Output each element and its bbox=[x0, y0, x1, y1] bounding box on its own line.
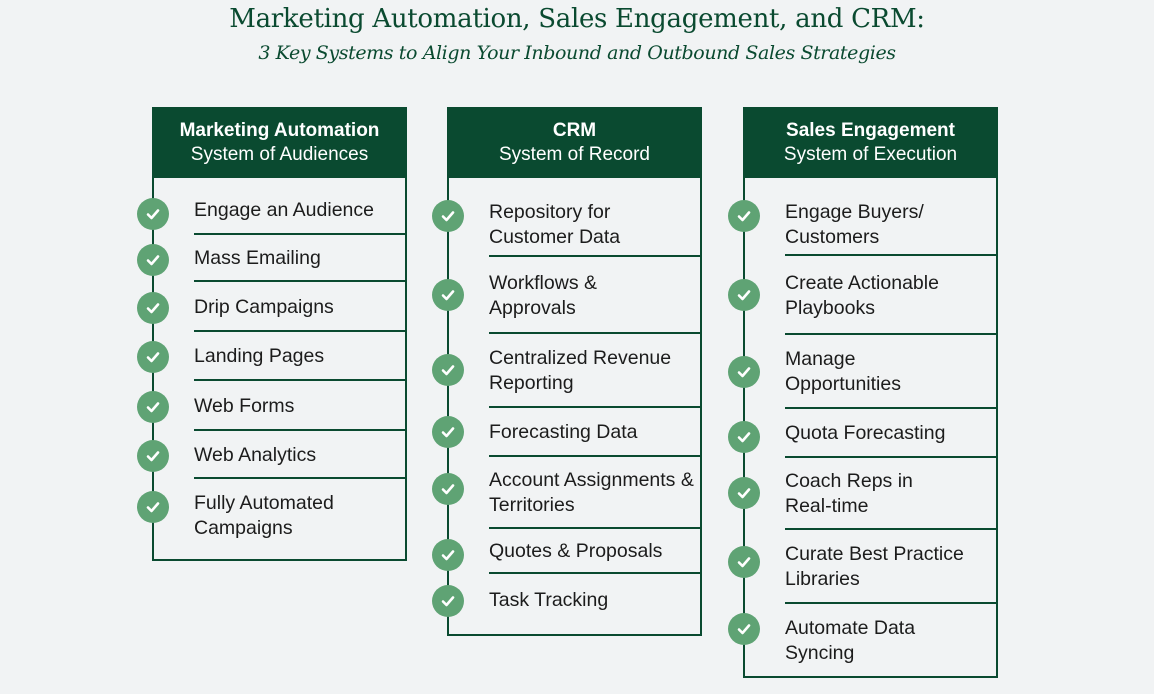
list-item: Manage Opportunities bbox=[728, 335, 996, 409]
divider bbox=[785, 407, 996, 409]
check-circle-icon bbox=[137, 440, 169, 472]
list-item: Quota Forecasting bbox=[728, 409, 996, 458]
check-circle-icon bbox=[728, 200, 760, 232]
check-circle-icon bbox=[432, 279, 464, 311]
page-title: Marketing Automation, Sales Engagement, … bbox=[229, 4, 925, 34]
check-circle-icon bbox=[432, 585, 464, 617]
check-circle-icon bbox=[137, 491, 169, 523]
check-circle-icon bbox=[728, 279, 760, 311]
check-circle-icon bbox=[432, 473, 464, 505]
column-crm: CRM System of Record Repository for Cust… bbox=[432, 107, 702, 636]
list-item: Drip Campaigns bbox=[137, 282, 405, 332]
column-header: Sales Engagement System of Execution bbox=[743, 107, 998, 178]
divider bbox=[194, 379, 405, 381]
list-item: Task Tracking bbox=[432, 574, 700, 632]
check-circle-icon bbox=[728, 356, 760, 388]
column-header: Marketing Automation System of Audiences bbox=[152, 107, 407, 178]
divider bbox=[194, 233, 405, 235]
column-list: Engage Buyers/ Customers Create Actionab… bbox=[728, 178, 998, 678]
list-item: Account Assignments & Territories bbox=[432, 457, 700, 529]
list-item: Engage Buyers/ Customers bbox=[728, 178, 996, 256]
check-circle-icon bbox=[137, 244, 169, 276]
divider bbox=[194, 477, 405, 479]
divider bbox=[194, 330, 405, 332]
divider bbox=[785, 456, 996, 458]
column-subtitle: System of Audiences bbox=[190, 143, 369, 165]
check-circle-icon bbox=[137, 341, 169, 373]
check-circle-icon bbox=[728, 477, 760, 509]
column-subtitle: System of Record bbox=[499, 143, 650, 165]
list-item: Automate Data Syncing bbox=[728, 604, 996, 678]
check-circle-icon bbox=[728, 613, 760, 645]
list-item: Fully Automated Campaigns bbox=[137, 479, 405, 559]
column-title: CRM bbox=[552, 119, 597, 141]
column-list: Engage an Audience Mass Emailing Drip Ca… bbox=[137, 178, 407, 561]
divider bbox=[489, 572, 700, 574]
list-item: Landing Pages bbox=[137, 332, 405, 381]
list-item: Web Forms bbox=[137, 381, 405, 431]
divider bbox=[194, 280, 405, 282]
column-subtitle: System of Execution bbox=[783, 143, 958, 165]
check-circle-icon bbox=[432, 539, 464, 571]
check-circle-icon bbox=[728, 546, 760, 578]
divider bbox=[785, 254, 996, 256]
list-item: Workflows & Approvals bbox=[432, 257, 700, 334]
list-item: Quotes & Proposals bbox=[432, 529, 700, 574]
column-header: CRM System of Record bbox=[447, 107, 702, 178]
list-item: Mass Emailing bbox=[137, 235, 405, 282]
list-item: Coach Reps in Real-time bbox=[728, 458, 996, 530]
divider bbox=[489, 406, 700, 408]
divider bbox=[489, 332, 700, 334]
divider bbox=[489, 255, 700, 257]
check-circle-icon bbox=[137, 391, 169, 423]
divider bbox=[785, 333, 996, 335]
page-subtitle: 3 Key Systems to Align Your Inbound and … bbox=[258, 42, 896, 64]
list-item: Engage an Audience bbox=[137, 178, 405, 235]
check-circle-icon bbox=[432, 416, 464, 448]
divider bbox=[489, 527, 700, 529]
list-item: Web Analytics bbox=[137, 431, 405, 479]
list-item: Forecasting Data bbox=[432, 408, 700, 457]
column-title: Sales Engagement bbox=[786, 119, 955, 141]
divider bbox=[785, 602, 996, 604]
divider bbox=[785, 528, 996, 530]
check-circle-icon bbox=[728, 421, 760, 453]
list-item: Centralized Revenue Reporting bbox=[432, 334, 700, 408]
column-marketing-automation: Marketing Automation System of Audiences… bbox=[137, 107, 407, 561]
list-item: Curate Best Practice Libraries bbox=[728, 530, 996, 604]
check-circle-icon bbox=[432, 200, 464, 232]
divider bbox=[194, 429, 405, 431]
check-circle-icon bbox=[137, 198, 169, 230]
list-item: Repository for Customer Data bbox=[432, 178, 700, 257]
column-title: Marketing Automation bbox=[179, 119, 380, 141]
check-circle-icon bbox=[137, 292, 169, 324]
list-item: Create Actionable Playbooks bbox=[728, 256, 996, 335]
divider bbox=[489, 455, 700, 457]
column-sales-engagement: Sales Engagement System of Execution Eng… bbox=[728, 107, 998, 678]
column-list: Repository for Customer Data Workflows &… bbox=[432, 178, 702, 636]
check-circle-icon bbox=[432, 354, 464, 386]
